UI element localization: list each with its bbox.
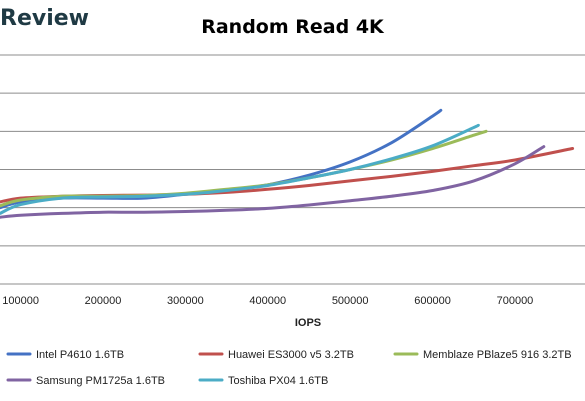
legend-item: Intel P4610 1.6TB — [6, 349, 124, 361]
x-tick-label: 600000 — [414, 295, 451, 307]
x-tick-label: 300000 — [167, 295, 204, 307]
legend-label: Toshiba PX04 1.6TB — [228, 375, 328, 387]
x-tick-label: 700000 — [497, 295, 534, 307]
series-line-4 — [0, 145, 546, 219]
chart-title: Random Read 4K — [201, 16, 384, 38]
series-lines — [0, 108, 575, 219]
legend-label: Intel P4610 1.6TB — [36, 349, 124, 361]
legend-label: Huawei ES3000 v5 3.2TB — [228, 349, 354, 361]
x-tick-label: 400000 — [249, 295, 286, 307]
x-tick-labels: 100000 200000 300000 400000 500000 600000 7000… — [2, 295, 533, 307]
legend-label: Memblaze PBlaze5 916 3.2TB — [423, 349, 572, 361]
legend-item: Memblaze PBlaze5 916 3.2TB — [393, 349, 572, 361]
legend-item: Samsung PM1725a 1.6TB — [6, 375, 165, 387]
x-axis-label: IOPS — [295, 317, 321, 329]
legend-label: Samsung PM1725a 1.6TB — [36, 375, 165, 387]
brand-logo-text: Review — [0, 6, 89, 31]
x-tick-label: 200000 — [85, 295, 122, 307]
legend-item: Huawei ES3000 v5 3.2TB — [198, 349, 354, 361]
series-line-5 — [0, 123, 480, 215]
gridlines — [0, 54, 585, 247]
x-tick-label: 500000 — [332, 295, 369, 307]
legend: Intel P4610 1.6TB Huawei ES3000 v5 3.2TB M… — [6, 349, 572, 387]
legend-item: Toshiba PX04 1.6TB — [198, 375, 328, 387]
x-tick-label: 100000 — [2, 295, 39, 307]
